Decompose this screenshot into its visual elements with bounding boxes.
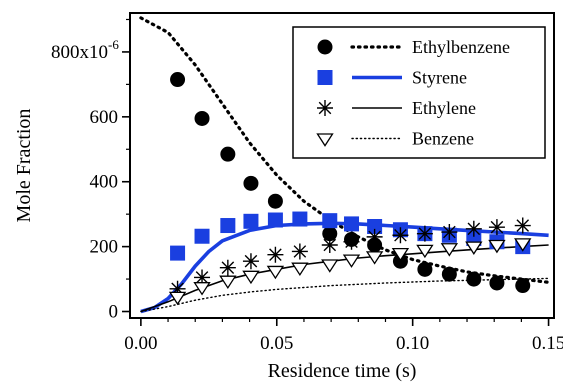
point-ethylene <box>343 233 360 250</box>
point-ethylbenzene <box>243 175 259 191</box>
legend-label-ethylene: Ethylene <box>412 98 476 118</box>
point-benzene <box>168 291 187 306</box>
point-benzene <box>342 254 361 268</box>
y-tick-exponent: -6 <box>108 37 119 52</box>
x-axis-title: Residence time (s) <box>268 360 417 382</box>
y-tick-label: 200 <box>90 237 119 258</box>
point-ethylbenzene <box>267 193 283 209</box>
legend-box <box>292 26 546 159</box>
point-ethylbenzene <box>220 146 236 162</box>
x-tick-label: 0.10 <box>396 333 429 354</box>
point-ethylene <box>416 225 433 242</box>
point-ethylbenzene <box>322 226 338 242</box>
point-benzene <box>465 241 483 255</box>
point-benzene <box>242 270 260 285</box>
point-ethylene <box>366 228 383 245</box>
point-benzene <box>440 243 459 257</box>
point-benzene <box>416 244 434 259</box>
legend: Ethylbenzene Styrene Ethylene Benzene <box>292 26 546 159</box>
point-styrene <box>367 219 383 234</box>
point-ethylene <box>194 269 211 286</box>
point-benzene <box>291 262 309 277</box>
point-ethylene <box>441 224 458 241</box>
legend-marker-benzene <box>316 133 334 147</box>
y-tick-label: 800x10 <box>51 42 108 63</box>
x-tick-label: 0.15 <box>532 333 563 354</box>
point-ethylene <box>219 259 236 276</box>
plot-frame <box>129 12 555 319</box>
point-styrene <box>243 213 259 229</box>
legend-label-ethylbenzene: Ethylbenzene <box>412 37 510 57</box>
point-benzene <box>391 247 410 262</box>
point-ethylbenzene <box>194 110 210 126</box>
point-styrene <box>322 213 338 229</box>
point-styrene <box>267 212 283 228</box>
point-ethylene <box>488 219 505 236</box>
point-ethylene <box>169 280 186 297</box>
point-styrene <box>344 216 360 232</box>
x-tick-label: 0.05 <box>260 333 293 354</box>
y-tick-label: 600 <box>90 107 119 128</box>
point-ethylbenzene <box>441 266 457 282</box>
y-tick-label: 0 <box>109 302 119 323</box>
point-benzene <box>365 251 384 265</box>
curve-ethylene <box>140 244 549 313</box>
point-benzene <box>514 238 532 252</box>
point-ethylene <box>321 236 338 253</box>
point-styrene <box>292 211 308 227</box>
point-ethylene <box>465 220 482 237</box>
y-axis-title: Mole Fraction <box>13 109 35 223</box>
point-styrene <box>194 228 210 244</box>
point-ethylene <box>392 227 409 244</box>
point-ethylene <box>514 217 531 234</box>
point-ethylene <box>291 243 308 260</box>
point-styrene <box>220 218 236 234</box>
point-benzene <box>488 239 506 254</box>
point-styrene <box>170 245 186 261</box>
point-benzene <box>219 275 237 290</box>
curve-ethylbenzene <box>139 16 551 284</box>
point-ethylbenzene <box>515 278 531 294</box>
legend-marker-ethylene <box>317 100 333 116</box>
axes: 0.00 0.05 0.10 0.15 0 200 400 600 800x10 -6 <box>51 18 563 354</box>
point-ethylbenzene <box>417 261 433 277</box>
legend-label-styrene: Styrene <box>412 68 467 88</box>
x-tick-label: 0.00 <box>124 333 157 354</box>
point-benzene <box>266 265 285 280</box>
point-ethylbenzene <box>170 72 186 88</box>
point-ethylene <box>242 253 259 270</box>
point-benzene <box>321 259 339 273</box>
data-points <box>168 72 532 306</box>
y-tick-label: 400 <box>90 172 119 193</box>
point-ethylbenzene <box>489 275 505 291</box>
point-ethylbenzene <box>466 271 482 287</box>
legend-marker-styrene <box>317 70 333 85</box>
legend-label-benzene: Benzene <box>412 129 474 149</box>
point-ethylene <box>267 246 284 263</box>
legend-marker-ethylbenzene <box>317 39 333 55</box>
point-benzene <box>193 282 211 296</box>
